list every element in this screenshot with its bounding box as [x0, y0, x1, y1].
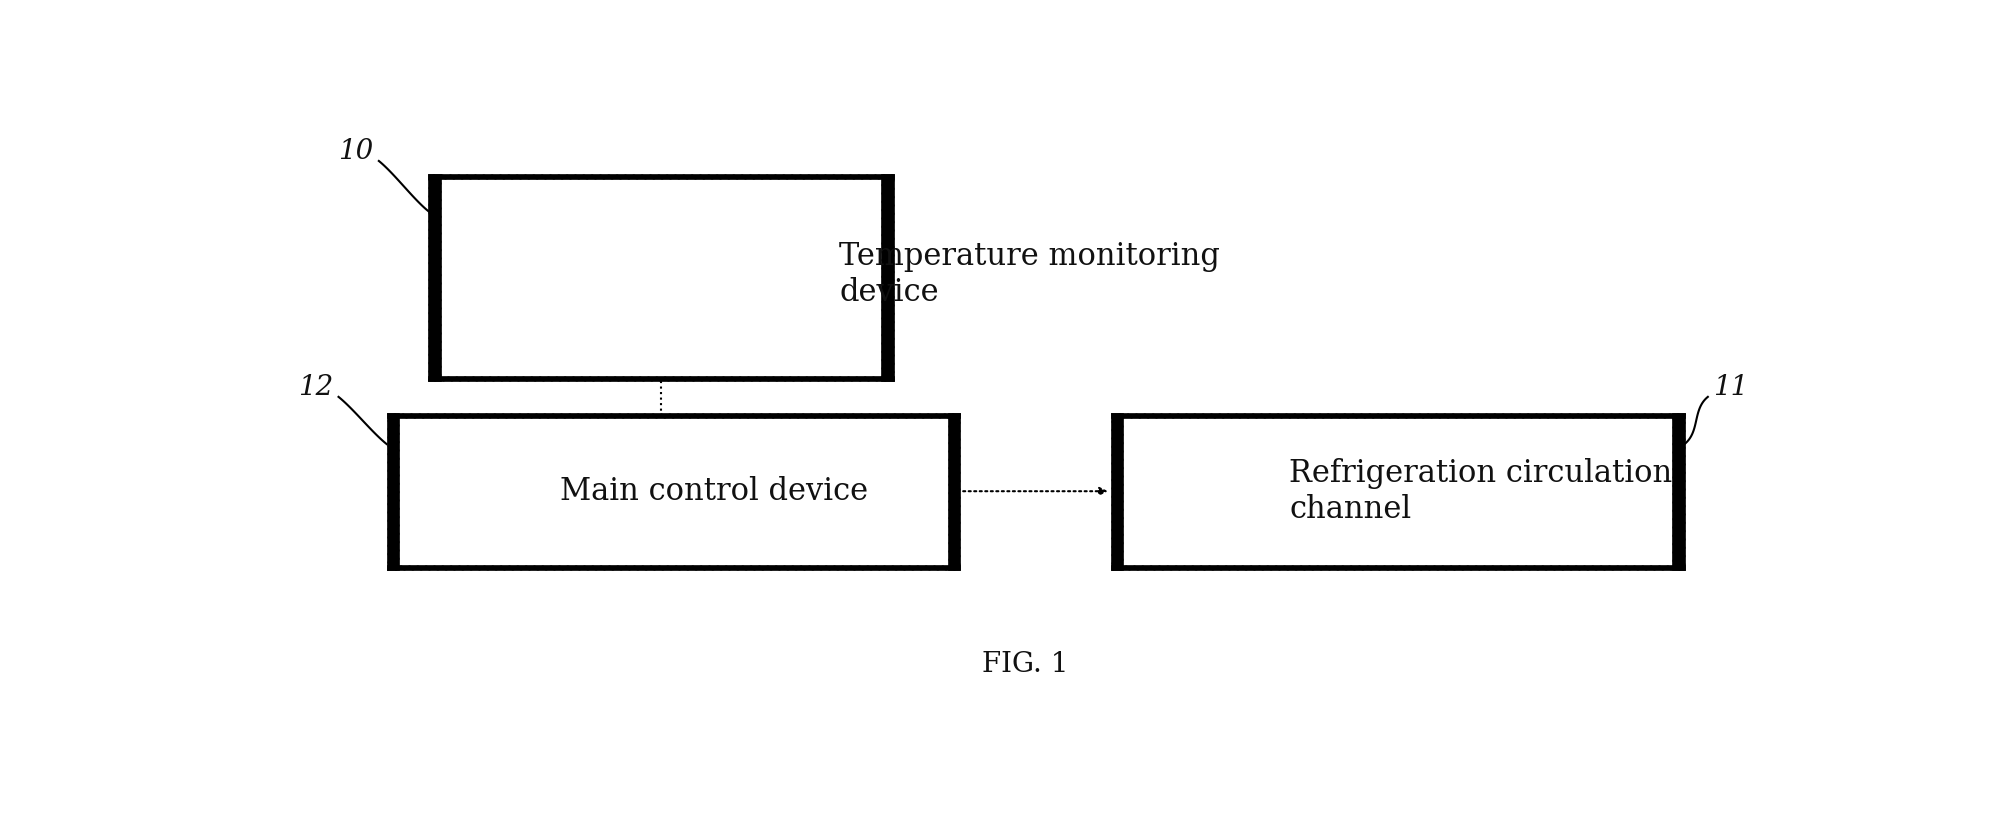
Bar [1111, 413, 1123, 570]
Bar [386, 413, 960, 570]
Bar [428, 173, 894, 381]
Bar [428, 173, 894, 179]
Bar [386, 413, 398, 570]
Text: 11: 11 [1713, 374, 1749, 401]
Text: Refrigeration circulation
channel: Refrigeration circulation channel [1289, 458, 1673, 525]
Text: 10: 10 [338, 138, 374, 165]
Bar [1673, 413, 1685, 570]
Text: 12: 12 [298, 374, 332, 401]
Text: Temperature monitoring
device: Temperature monitoring device [840, 241, 1221, 307]
Bar [386, 565, 960, 570]
Bar [948, 413, 960, 570]
Text: Main control device: Main control device [560, 475, 868, 507]
Bar [428, 173, 440, 381]
Bar [386, 413, 960, 417]
Bar [1111, 413, 1685, 570]
Bar [1111, 565, 1685, 570]
Bar [880, 173, 894, 381]
Bar [1111, 413, 1685, 417]
Text: FIG. 1: FIG. 1 [982, 650, 1069, 678]
Bar [428, 376, 894, 381]
